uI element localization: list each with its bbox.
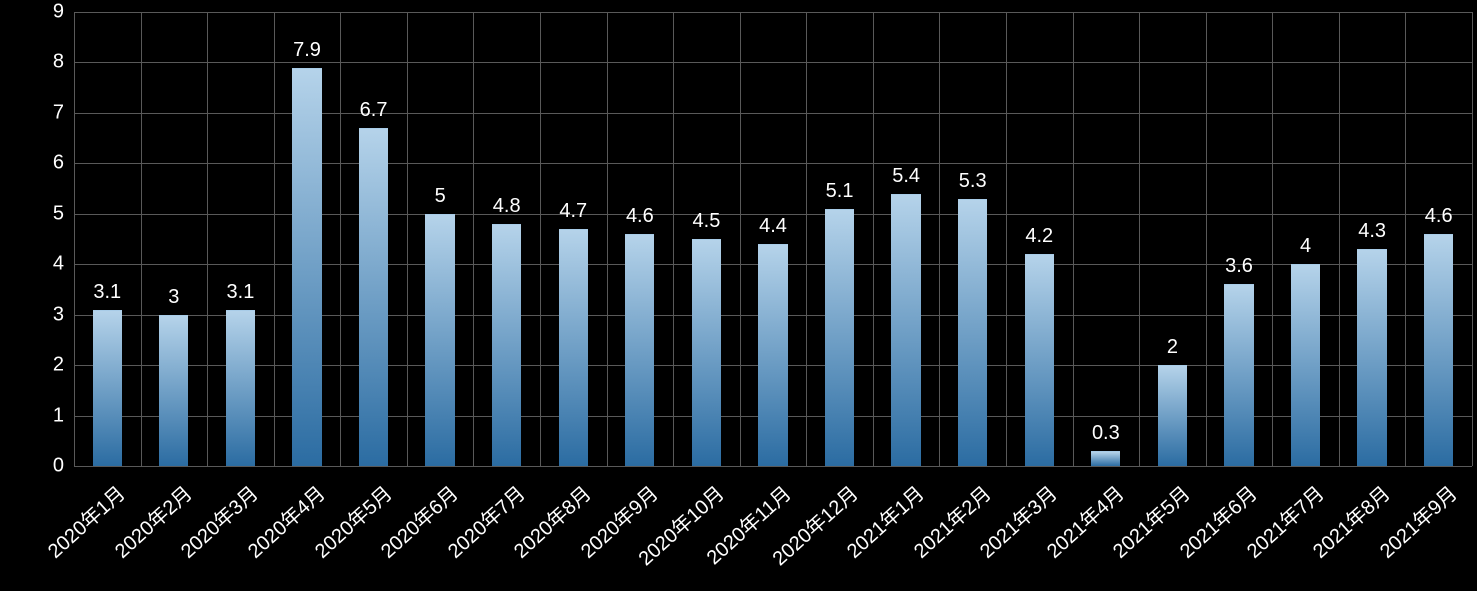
- grid-line-vertical: [873, 12, 874, 466]
- bar-label: 4.7: [559, 200, 587, 223]
- grid-line-vertical: [1206, 12, 1207, 466]
- y-tick-label: 4: [53, 253, 64, 276]
- bar: [1025, 254, 1054, 466]
- bar-label: 4.4: [759, 215, 787, 238]
- bar-label: 6.7: [360, 99, 388, 122]
- bar: [692, 239, 721, 466]
- y-tick-label: 0: [53, 455, 64, 478]
- bar-label: 4.2: [1025, 225, 1053, 248]
- bar: [1424, 234, 1453, 466]
- grid-line-vertical: [340, 12, 341, 466]
- y-tick-label: 5: [53, 202, 64, 225]
- bar-label: 7.9: [293, 39, 321, 62]
- grid-line-horizontal: [74, 466, 1472, 467]
- bar-label: 3.1: [227, 281, 255, 304]
- grid-line-vertical: [1006, 12, 1007, 466]
- y-tick-label: 6: [53, 152, 64, 175]
- bar-label: 4.8: [493, 195, 521, 218]
- bar-label: 4.6: [1425, 205, 1453, 228]
- bar: [159, 315, 188, 466]
- bar: [891, 194, 920, 466]
- bar-label: 3.1: [93, 281, 121, 304]
- bar: [359, 128, 388, 466]
- grid-line-vertical: [1073, 12, 1074, 466]
- bar: [1091, 451, 1120, 466]
- bar: [958, 199, 987, 466]
- y-tick-label: 8: [53, 51, 64, 74]
- grid-line-vertical: [74, 12, 75, 466]
- bar: [1224, 284, 1253, 466]
- bar-label: 5.1: [826, 180, 854, 203]
- grid-line-horizontal: [74, 12, 1472, 13]
- bar: [1158, 365, 1187, 466]
- grid-line-horizontal: [74, 113, 1472, 114]
- bar-label: 0.3: [1092, 422, 1120, 445]
- grid-line-vertical: [1272, 12, 1273, 466]
- grid-line-vertical: [1139, 12, 1140, 466]
- grid-line-vertical: [540, 12, 541, 466]
- bar: [226, 310, 255, 466]
- grid-line-vertical: [207, 12, 208, 466]
- grid-line-vertical: [1339, 12, 1340, 466]
- grid-line-vertical: [939, 12, 940, 466]
- bar: [93, 310, 122, 466]
- grid-line-vertical: [607, 12, 608, 466]
- grid-line-vertical: [407, 12, 408, 466]
- bar-label: 2: [1167, 336, 1178, 359]
- bar: [1357, 249, 1386, 466]
- grid-line-vertical: [473, 12, 474, 466]
- grid-line-vertical: [740, 12, 741, 466]
- grid-line-vertical: [274, 12, 275, 466]
- bar: [292, 68, 321, 467]
- plot-area: 01234567893.12020年1月32020年2月3.12020年3月7.…: [74, 12, 1472, 466]
- y-tick-label: 3: [53, 303, 64, 326]
- grid-line-vertical: [673, 12, 674, 466]
- bar: [492, 224, 521, 466]
- y-tick-label: 9: [53, 1, 64, 24]
- bar: [625, 234, 654, 466]
- grid-line-vertical: [1405, 12, 1406, 466]
- bar-label: 4: [1300, 235, 1311, 258]
- bar-label: 3.6: [1225, 255, 1253, 278]
- bar-label: 4.6: [626, 205, 654, 228]
- grid-line-horizontal: [74, 62, 1472, 63]
- bar-label: 4.3: [1358, 220, 1386, 243]
- bar: [425, 214, 454, 466]
- grid-line-horizontal: [74, 163, 1472, 164]
- y-tick-label: 2: [53, 354, 64, 377]
- bar: [1291, 264, 1320, 466]
- bar-chart: 01234567893.12020年1月32020年2月3.12020年3月7.…: [0, 0, 1477, 591]
- bar-label: 5.3: [959, 170, 987, 193]
- grid-line-vertical: [141, 12, 142, 466]
- y-tick-label: 7: [53, 101, 64, 124]
- bar: [825, 209, 854, 466]
- bar: [758, 244, 787, 466]
- y-tick-label: 1: [53, 404, 64, 427]
- bar-label: 5: [435, 185, 446, 208]
- bar: [559, 229, 588, 466]
- grid-line-vertical: [806, 12, 807, 466]
- bar-label: 4.5: [693, 210, 721, 233]
- bar-label: 3: [168, 286, 179, 309]
- grid-line-vertical: [1472, 12, 1473, 466]
- bar-label: 5.4: [892, 165, 920, 188]
